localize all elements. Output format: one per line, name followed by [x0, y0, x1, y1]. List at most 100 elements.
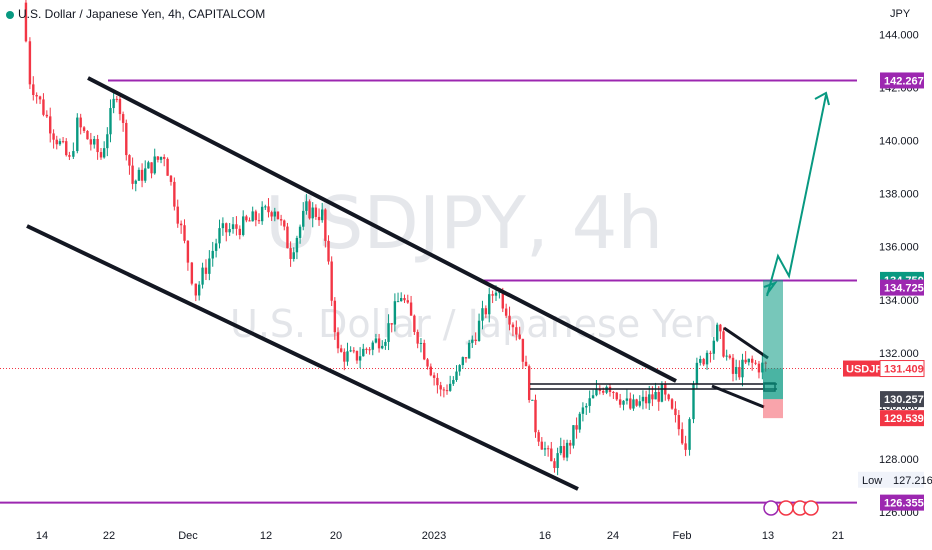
level-bottom-price-tag: 126.355	[884, 498, 924, 510]
candle-body	[474, 339, 477, 341]
candle-body	[197, 284, 201, 296]
x-tick-label: 14	[36, 530, 48, 542]
candle-body	[455, 371, 458, 380]
candle-body	[49, 116, 52, 134]
y-tick-label: 138.000	[879, 189, 919, 201]
candle-body	[131, 165, 134, 184]
candle-body	[61, 141, 65, 143]
candle-body	[747, 358, 750, 363]
candle-body	[741, 359, 744, 378]
candle-body	[423, 342, 426, 360]
x-tick-label: 2023	[422, 530, 446, 542]
candle-body	[565, 442, 569, 458]
candle-body	[734, 367, 738, 374]
channel-upper-line[interactable]	[87, 76, 677, 383]
candle-body	[79, 117, 82, 128]
candle-body	[35, 94, 38, 97]
candle-body	[28, 41, 32, 85]
y-tick-label: 136.000	[879, 242, 919, 254]
candle-body	[585, 405, 588, 408]
long-position-stop-zone[interactable]	[763, 399, 783, 419]
candle-body	[346, 351, 349, 362]
level-top-price-tag-bg	[880, 72, 924, 89]
event-icon[interactable]	[763, 500, 779, 516]
candle-body	[688, 419, 691, 450]
candle-body	[115, 98, 118, 100]
candle-body	[218, 228, 221, 244]
candle-body	[725, 355, 728, 357]
candle-body	[112, 98, 115, 109]
candle-body	[65, 141, 68, 156]
candle-body	[292, 252, 295, 259]
candle-body	[625, 398, 629, 401]
long-position-target-zone[interactable]	[763, 279, 783, 400]
candle-body	[214, 243, 218, 251]
candle-body	[377, 338, 381, 349]
chart-title: U.S. Dollar / Japanese Yen, 4h, CAPITALC…	[6, 7, 265, 21]
candle-body	[352, 350, 355, 352]
candle-body	[712, 340, 716, 354]
projection-arrow-head	[814, 91, 830, 106]
candle-body	[622, 400, 625, 405]
wedge-upper-line[interactable]	[723, 326, 769, 360]
candle-body	[42, 99, 45, 115]
candle-body	[452, 379, 455, 384]
long-position-open-zone[interactable]	[763, 368, 783, 400]
candle-body	[744, 359, 747, 363]
candle-body	[58, 141, 62, 145]
time-axis[interactable]: 14 22 Dec 12 20 2023 16 24 Feb 13 21	[36, 500, 844, 542]
candle-body	[264, 206, 267, 208]
price-axis[interactable]: JPY 144.000142.000140.000138.000136.0001…	[879, 8, 919, 519]
candle-body	[173, 181, 176, 207]
candle-body	[419, 342, 423, 344]
candle-body	[89, 139, 93, 145]
candle-body	[273, 211, 276, 217]
x-tick-label: 16	[539, 530, 551, 542]
candle-body	[186, 240, 190, 263]
candle-body	[413, 315, 416, 332]
candle-body	[254, 211, 258, 221]
candle-body	[248, 220, 251, 222]
candle-body	[578, 413, 581, 430]
candle-body	[432, 375, 436, 378]
y-tick-label: 144.000	[879, 29, 919, 41]
candle-body	[245, 216, 248, 221]
projection-arrow[interactable]	[766, 94, 827, 297]
candle-body	[702, 358, 705, 365]
candle-body	[684, 443, 687, 450]
candle-body	[76, 117, 79, 152]
x-tick-label: 21	[832, 530, 844, 542]
candle-body	[498, 292, 501, 294]
x-tick-label: 13	[762, 530, 774, 542]
candle-body	[550, 448, 553, 462]
candle-body	[632, 399, 635, 409]
candle-body	[208, 258, 211, 274]
candle-body	[225, 223, 228, 233]
candle-body	[709, 352, 712, 354]
candle-body	[349, 350, 352, 352]
entry-price-tag-bg	[880, 391, 924, 408]
candle-body	[738, 367, 741, 378]
candle-body	[311, 207, 314, 219]
status-dot	[6, 10, 14, 19]
candle-body	[667, 394, 670, 400]
candle-body	[289, 248, 292, 259]
candle-body	[595, 389, 598, 396]
candle-body	[615, 392, 618, 400]
channel-lower-line[interactable]	[26, 224, 579, 491]
candle-body	[201, 267, 204, 285]
event-icon[interactable]	[803, 500, 819, 516]
candle-body	[409, 302, 413, 316]
candle-body	[754, 362, 757, 364]
x-tick-label: 22	[103, 530, 115, 542]
event-icon[interactable]	[778, 500, 794, 516]
candle-body	[442, 389, 446, 391]
horizontal-levels[interactable]	[0, 79, 857, 504]
candle-body	[330, 261, 333, 301]
drawings[interactable]	[26, 76, 830, 491]
candle-body	[670, 399, 674, 409]
candle-body	[481, 308, 484, 321]
x-tick-label: Feb	[673, 530, 692, 542]
y-axis-unit: JPY	[890, 8, 911, 20]
